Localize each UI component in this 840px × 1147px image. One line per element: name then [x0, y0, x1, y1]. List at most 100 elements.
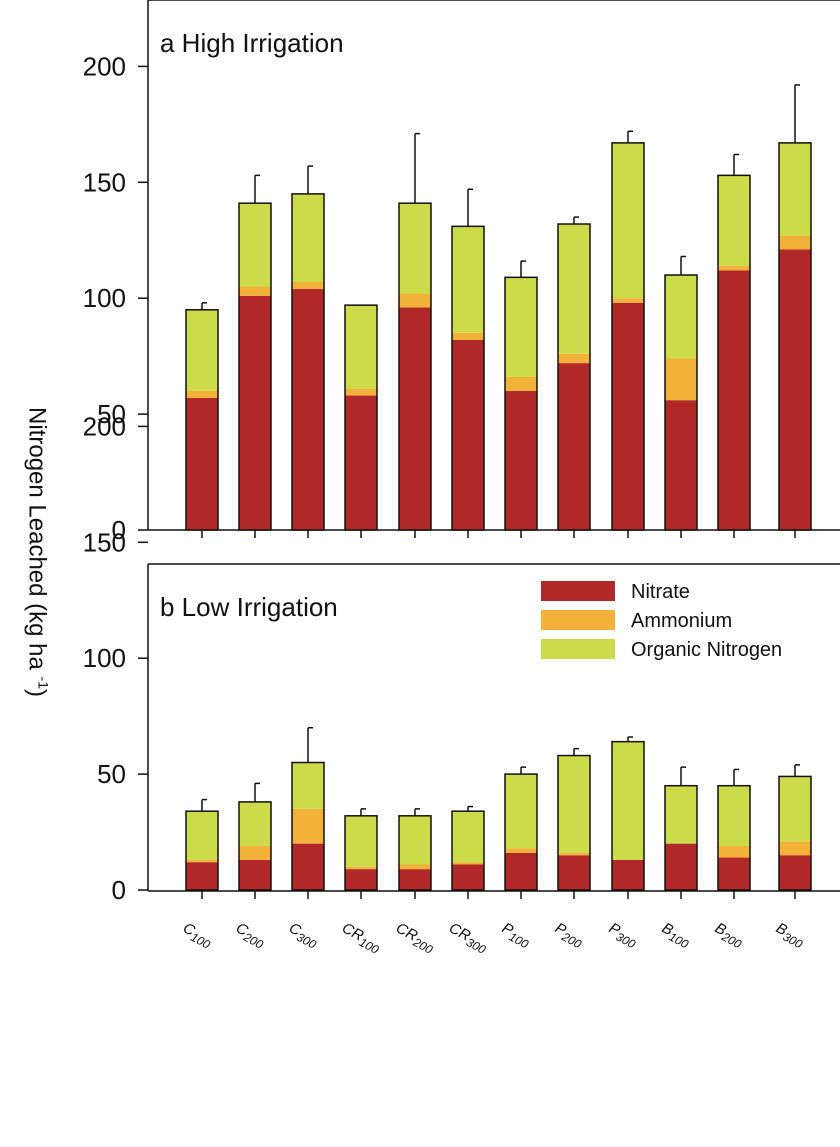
bar-p100-nitrate [505, 852, 537, 890]
bar-cr100-organic-nitrogen [345, 305, 377, 389]
legend: Nitrate Ammonium Organic Nitrogen [541, 581, 782, 661]
x-tick-label-p300: P300 [605, 920, 641, 952]
y-tick-label-100: 100 [83, 283, 126, 313]
legend-swatch-nitrate [541, 581, 615, 601]
bar-cr100-nitrate [345, 395, 377, 530]
bar-p300-nitrate [612, 859, 644, 890]
bar-p200-ammonium [558, 852, 590, 856]
bar-p100-organic-nitrogen [505, 277, 537, 378]
x-tick-label-cr100: CR100 [338, 920, 384, 957]
y-tick-label-50: 50 [97, 759, 126, 789]
bar-c200-nitrate [239, 859, 271, 890]
bar-p100-ammonium [505, 848, 537, 853]
bar-c100-organic-nitrogen [186, 309, 218, 391]
bar-c100-ammonium [186, 390, 218, 398]
panel-high-irrigation: 0 50 100 150 200 a High Irrigation [83, 0, 840, 545]
y-tick-label-200: 200 [83, 411, 126, 441]
x-tick-label-c100: C100 [179, 920, 216, 952]
bar-c200-ammonium [239, 286, 271, 296]
bar-b300-ammonium [779, 841, 811, 856]
y-tick-label-0: 0 [112, 875, 126, 905]
bar-c100-ammonium [186, 859, 218, 863]
y-tick-label-200: 200 [83, 51, 126, 81]
bar-cr300-nitrate [452, 864, 484, 890]
bar-cr200-organic-nitrogen [399, 815, 431, 865]
bar-b300-nitrate [779, 855, 811, 890]
bar-p300-organic-nitrogen [612, 741, 644, 860]
bar-p300-organic-nitrogen [612, 142, 644, 299]
bar-c200-organic-nitrogen [239, 801, 271, 846]
bar-p100-ammonium [505, 377, 537, 391]
x-tick-label-c200: C200 [232, 920, 269, 952]
bar-c100-nitrate [186, 862, 218, 890]
panel-title: b Low Irrigation [160, 592, 338, 622]
y-tick-label-0: 0 [112, 515, 126, 545]
bar-b200-nitrate [718, 857, 750, 890]
bar-p200-ammonium [558, 353, 590, 364]
bar-p300-ammonium [612, 298, 644, 303]
bar-c300-ammonium [292, 808, 324, 844]
bar-cr100-ammonium [345, 388, 377, 396]
y-tick-label-150: 150 [83, 167, 126, 197]
bar-c300-nitrate [292, 288, 324, 530]
bar-cr100-organic-nitrogen [345, 815, 377, 867]
bar-b100-organic-nitrogen [665, 275, 697, 359]
bar-cr200-ammonium [399, 293, 431, 308]
bar-cr100-ammonium [345, 866, 377, 870]
x-tick-label-p200: P200 [551, 920, 587, 952]
bar-p200-organic-nitrogen [558, 755, 590, 853]
bar-cr300-organic-nitrogen [452, 226, 484, 333]
bar-cr100-nitrate [345, 869, 377, 890]
legend-label-nitrate: Nitrate [631, 581, 690, 603]
bar-b200-nitrate [718, 270, 750, 530]
y-tick-label-150: 150 [83, 527, 126, 557]
bar-cr300-organic-nitrogen [452, 811, 484, 863]
bar-b100-ammonium [665, 358, 697, 401]
x-tick-label-b300: B300 [772, 920, 808, 952]
bar-c300-organic-nitrogen [292, 762, 324, 809]
x-tick-label-cr300: CR300 [445, 920, 491, 957]
bar-b200-organic-nitrogen [718, 785, 750, 846]
bar-c200-ammonium [239, 845, 271, 860]
bar-p100-organic-nitrogen [505, 774, 537, 849]
bar-c200-organic-nitrogen [239, 203, 271, 287]
legend-swatch-organic-nitrogen [541, 639, 615, 659]
bar-b300-nitrate [779, 249, 811, 530]
bar-p200-nitrate [558, 363, 590, 530]
bar-cr200-ammonium [399, 864, 431, 870]
bar-b300-organic-nitrogen [779, 776, 811, 842]
bar-b100-organic-nitrogen [665, 785, 697, 844]
bar-c300-nitrate [292, 843, 324, 890]
bar-cr200-organic-nitrogen [399, 203, 431, 294]
legend-label-ammonium: Ammonium [631, 610, 732, 632]
bar-cr300-ammonium [452, 862, 484, 865]
bar-b200-organic-nitrogen [718, 175, 750, 266]
bar-b100-nitrate [665, 400, 697, 530]
bar-cr300-ammonium [452, 332, 484, 340]
legend-swatch-ammonium [541, 610, 615, 630]
bar-p200-organic-nitrogen [558, 224, 590, 354]
x-tick-label-cr200: CR200 [392, 920, 438, 957]
bar-p300-nitrate [612, 302, 644, 530]
bar-c200-nitrate [239, 295, 271, 530]
bar-cr200-nitrate [399, 307, 431, 530]
bar-p200-nitrate [558, 855, 590, 890]
x-tick-label-b100: B100 [658, 920, 694, 952]
bar-b200-ammonium [718, 845, 750, 858]
y-tick-label-100: 100 [83, 643, 126, 673]
bar-b300-organic-nitrogen [779, 142, 811, 236]
bar-c100-nitrate [186, 397, 218, 530]
x-tick-label-c300: C300 [285, 920, 322, 952]
bar-c300-organic-nitrogen [292, 193, 324, 282]
bar-cr300-nitrate [452, 339, 484, 530]
y-tick-label-50: 50 [97, 399, 126, 429]
bar-b100-nitrate [665, 843, 697, 890]
x-tick-label-b200: B200 [711, 920, 747, 952]
legend-label-organic-nitrogen: Organic Nitrogen [631, 639, 782, 661]
bar-cr200-nitrate [399, 869, 431, 890]
bar-b300-ammonium [779, 235, 811, 250]
panel-title: a High Irrigation [160, 28, 344, 58]
bar-c300-ammonium [292, 281, 324, 289]
bar-b200-ammonium [718, 265, 750, 271]
